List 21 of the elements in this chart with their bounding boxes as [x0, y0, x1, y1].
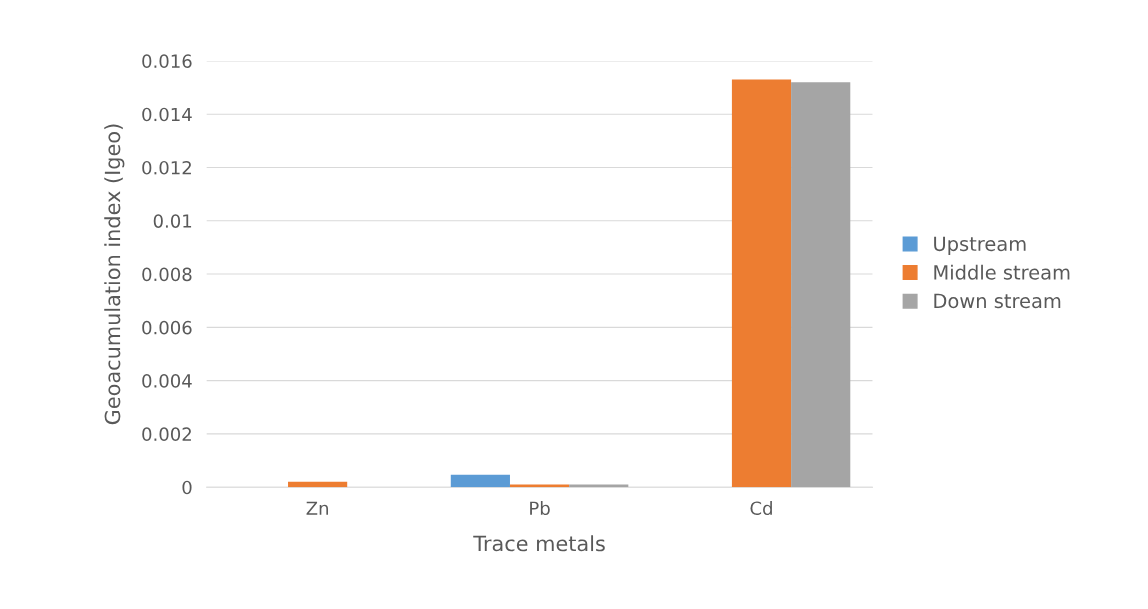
legend-label: Middle stream	[934, 264, 1070, 280]
legend-label: Down stream	[934, 293, 1061, 309]
x-tick-label: Zn	[306, 501, 328, 515]
x-tick-label: Cd	[750, 501, 772, 516]
y-axis-title: Geoacumulation index (Igeo)	[104, 124, 125, 425]
y-tick-label: 0.01	[153, 214, 192, 228]
y-tick-label: 0.014	[142, 107, 192, 122]
y-tick-label: 0	[182, 480, 192, 495]
bar	[288, 481, 348, 488]
bar	[450, 474, 510, 488]
bar	[731, 79, 792, 488]
legend-label: Upstream	[934, 236, 1026, 255]
y-tick-label: 0.012	[142, 160, 191, 175]
y-tick-label: 0.016	[142, 54, 192, 69]
y-tick-label: 0.002	[142, 427, 191, 442]
y-tick-label: 0.008	[142, 267, 192, 282]
y-tick-label: 0.006	[142, 320, 192, 335]
x-axis-title: Trace metals	[473, 535, 605, 552]
bar	[791, 82, 851, 488]
y-tick-label: 0.004	[142, 374, 192, 388]
x-tick-label: Pb	[530, 501, 550, 516]
